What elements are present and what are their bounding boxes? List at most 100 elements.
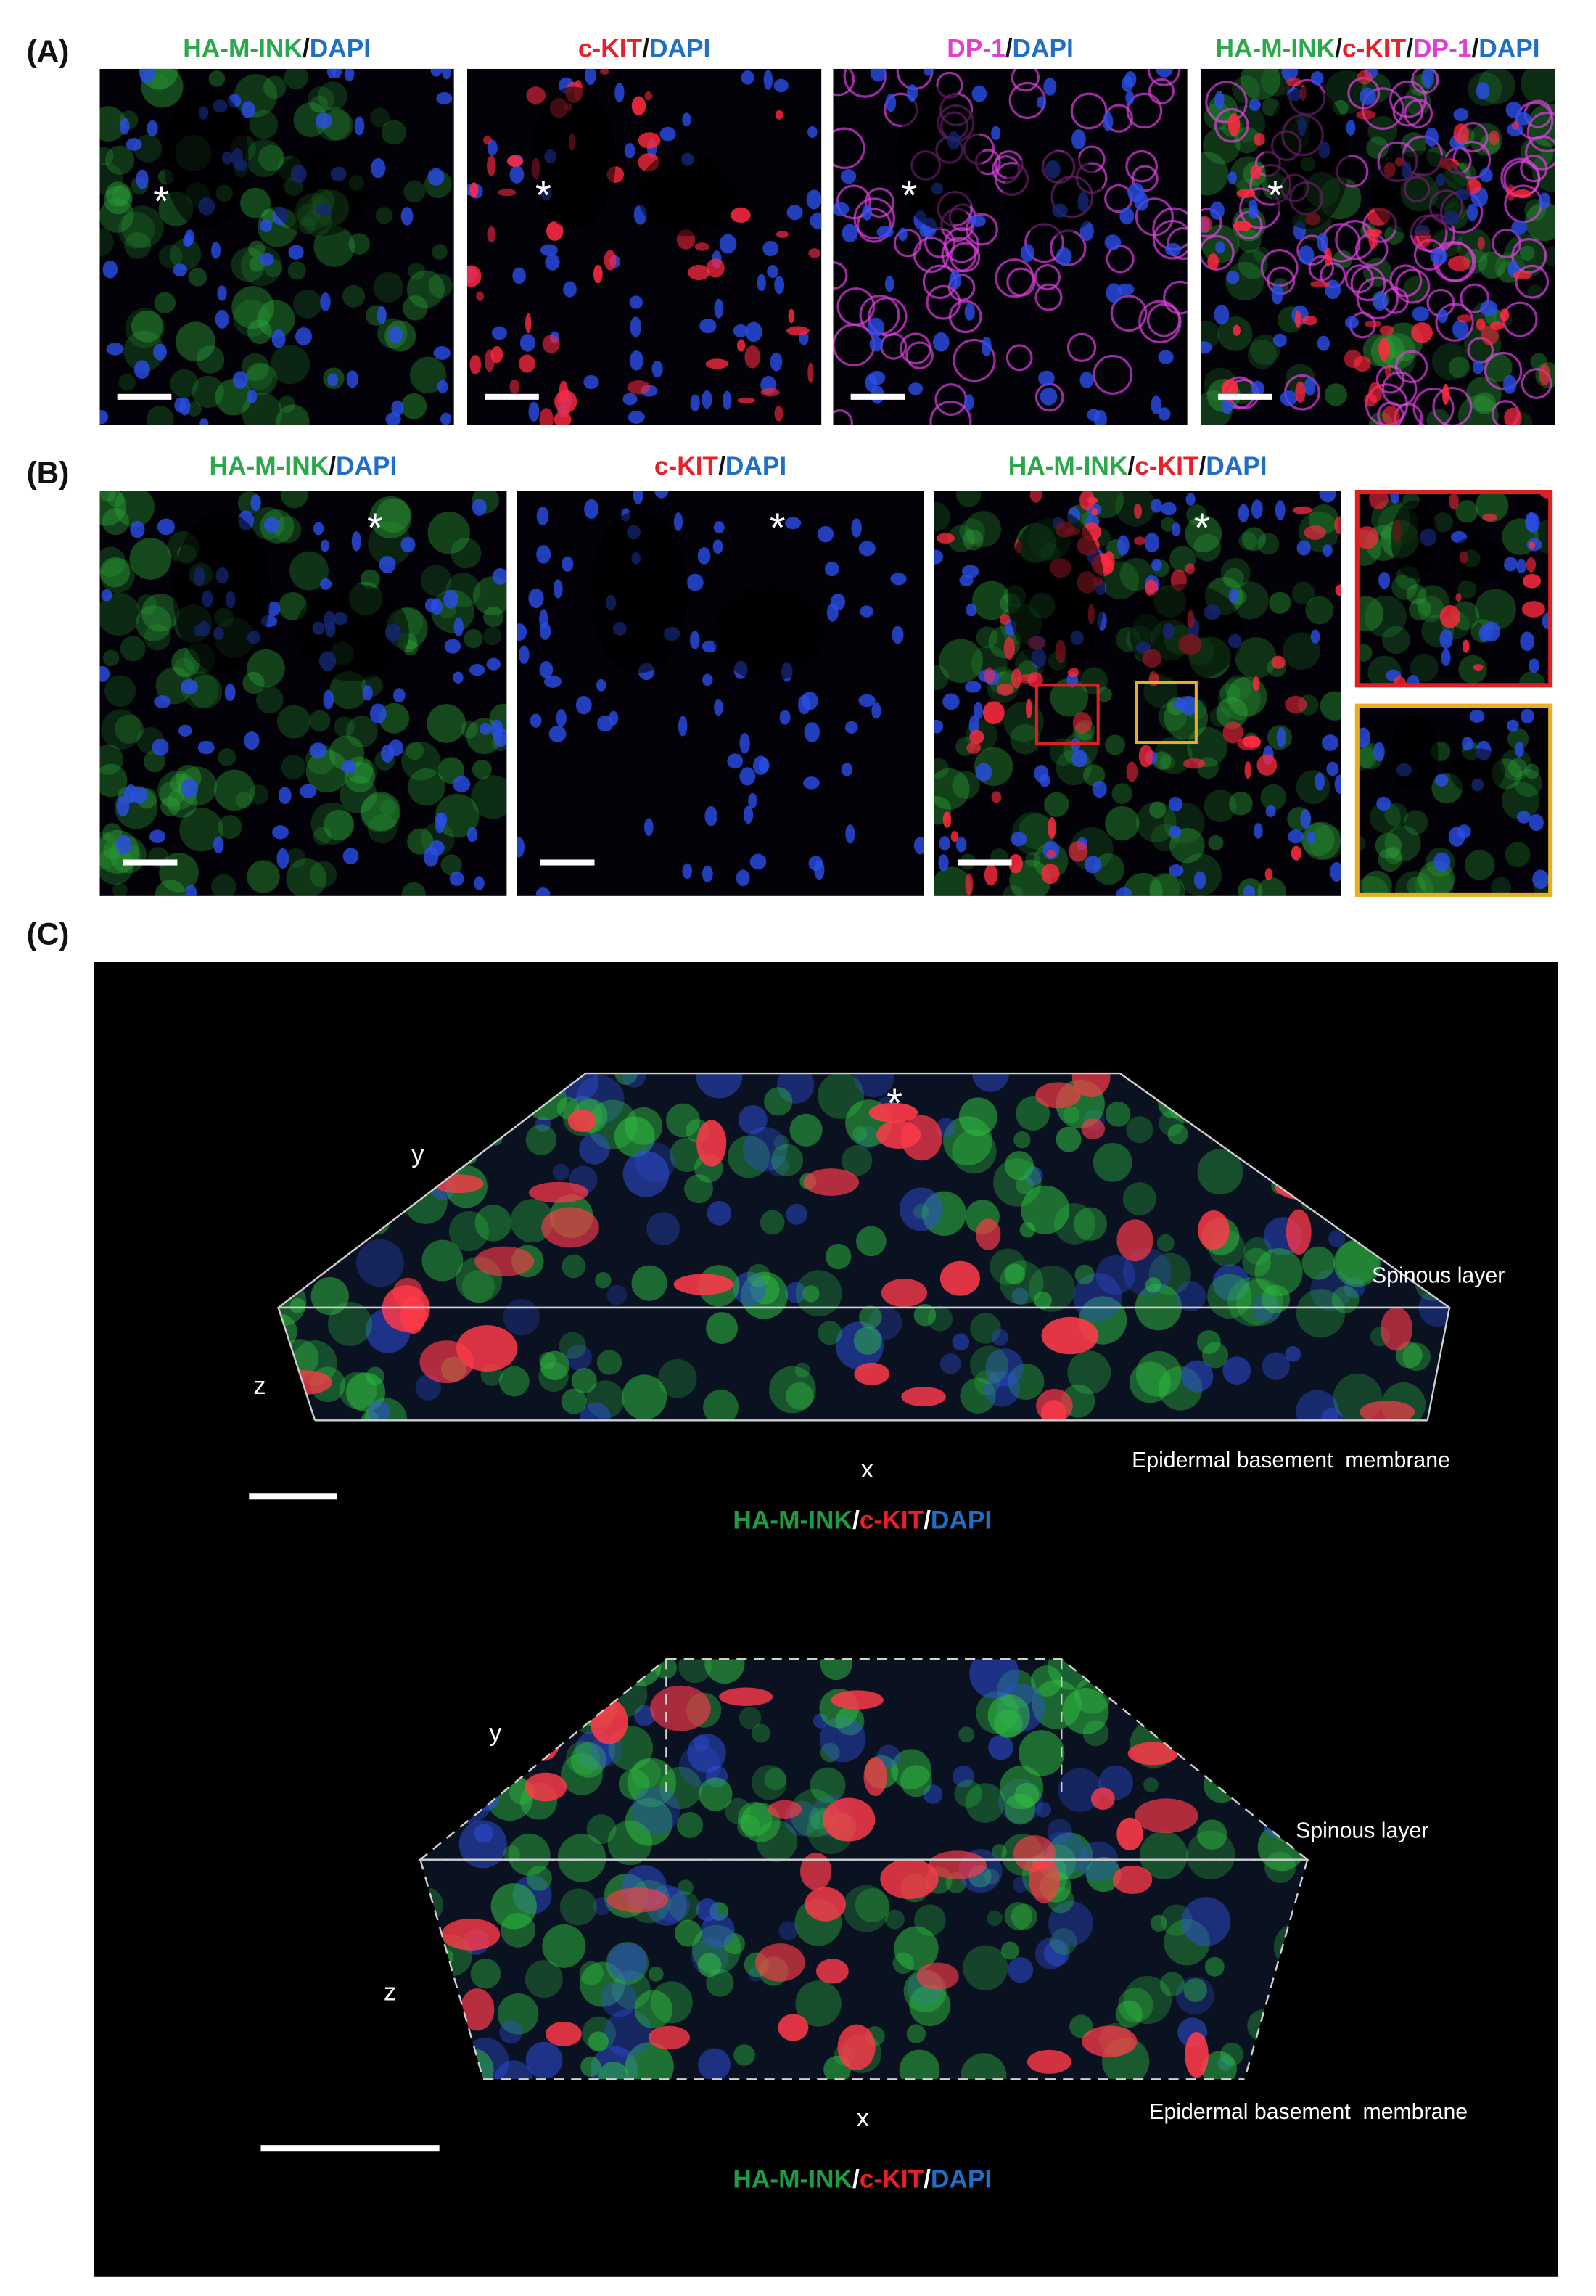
texture (1539, 364, 1551, 385)
texture (1439, 604, 1460, 628)
texture (1125, 149, 1158, 183)
texture (596, 1350, 622, 1375)
texture (1227, 113, 1241, 136)
texture (1544, 247, 1555, 267)
texture (368, 522, 412, 565)
texture (840, 169, 857, 184)
texture (913, 1203, 929, 1220)
texture (970, 1313, 1001, 1344)
texture (1196, 1329, 1221, 1354)
texture (579, 1961, 604, 1985)
texture (1317, 232, 1328, 252)
texture (491, 326, 507, 340)
texture (588, 2031, 609, 2052)
texture (530, 86, 617, 229)
texture (807, 362, 814, 384)
texture (1251, 380, 1264, 397)
texture (900, 1115, 942, 1161)
texture (1197, 1819, 1227, 1850)
texture (525, 1960, 563, 1998)
texture (1441, 384, 1449, 405)
texture (702, 865, 713, 882)
texture (668, 1891, 700, 1922)
texture (99, 847, 134, 885)
caption: DP-1/DAPI (947, 35, 1074, 63)
texture (126, 138, 142, 151)
texture (845, 824, 855, 844)
texture (1071, 1073, 1111, 1097)
texture (876, 226, 894, 238)
texture (211, 874, 236, 896)
texture (631, 1265, 667, 1301)
texture (1324, 247, 1333, 267)
texture (1360, 87, 1376, 106)
texture (158, 245, 183, 269)
texture (825, 561, 839, 577)
texture (406, 270, 445, 308)
texture (1242, 736, 1262, 748)
texture (916, 1962, 959, 1990)
texture (1437, 309, 1448, 324)
texture (1305, 596, 1334, 625)
texture (723, 1932, 746, 1955)
texture (1335, 584, 1341, 596)
texture (1151, 559, 1162, 572)
texture (118, 211, 155, 249)
scale-bar (957, 859, 1012, 866)
texture (1391, 713, 1439, 791)
texture (712, 539, 723, 554)
texture (778, 1921, 798, 1940)
texture (141, 593, 180, 632)
texture (1183, 1978, 1208, 2002)
texture (1528, 658, 1540, 673)
caption-part: DAPI (1013, 35, 1074, 63)
caption-part: HA-M-INK (733, 2165, 852, 2194)
texture (536, 506, 549, 526)
texture (1056, 247, 1072, 266)
texture (1512, 271, 1532, 280)
texture (1185, 563, 1195, 575)
texture (100, 558, 135, 593)
texture (420, 565, 452, 596)
texture (643, 818, 654, 837)
texture (1301, 822, 1335, 856)
texture (1395, 268, 1431, 304)
texture (701, 1913, 735, 1948)
texture (249, 110, 279, 139)
texture (818, 1321, 842, 1345)
texture (862, 205, 873, 221)
micrograph (466, 68, 822, 425)
caption-part: / (852, 2165, 860, 2194)
texture (1504, 407, 1522, 425)
texture (401, 741, 440, 781)
texture (1382, 406, 1400, 425)
texture (1115, 2000, 1143, 2028)
texture (1207, 1274, 1252, 1319)
texture (376, 498, 411, 533)
texture (197, 740, 215, 755)
texture (1004, 1902, 1033, 1930)
texture (123, 330, 165, 372)
texture (958, 1097, 998, 1136)
caption-part: / (1127, 452, 1135, 480)
texture (556, 709, 567, 727)
texture (984, 1370, 1021, 1407)
texture (673, 512, 683, 531)
axis-label: z (253, 1372, 266, 1400)
texture (1389, 80, 1427, 118)
texture (211, 242, 221, 259)
texture (670, 1137, 704, 1173)
texture (181, 778, 199, 798)
texture (584, 499, 599, 519)
texture (486, 657, 501, 671)
texture (1090, 1787, 1115, 1811)
marker: * (153, 179, 169, 224)
texture (1411, 322, 1433, 343)
texture (698, 2048, 731, 2080)
texture (1378, 337, 1390, 361)
texture (503, 1299, 540, 1336)
caption-part: DP-1 (1413, 35, 1471, 63)
texture (833, 261, 848, 290)
texture (539, 1352, 556, 1369)
texture (999, 613, 1011, 625)
